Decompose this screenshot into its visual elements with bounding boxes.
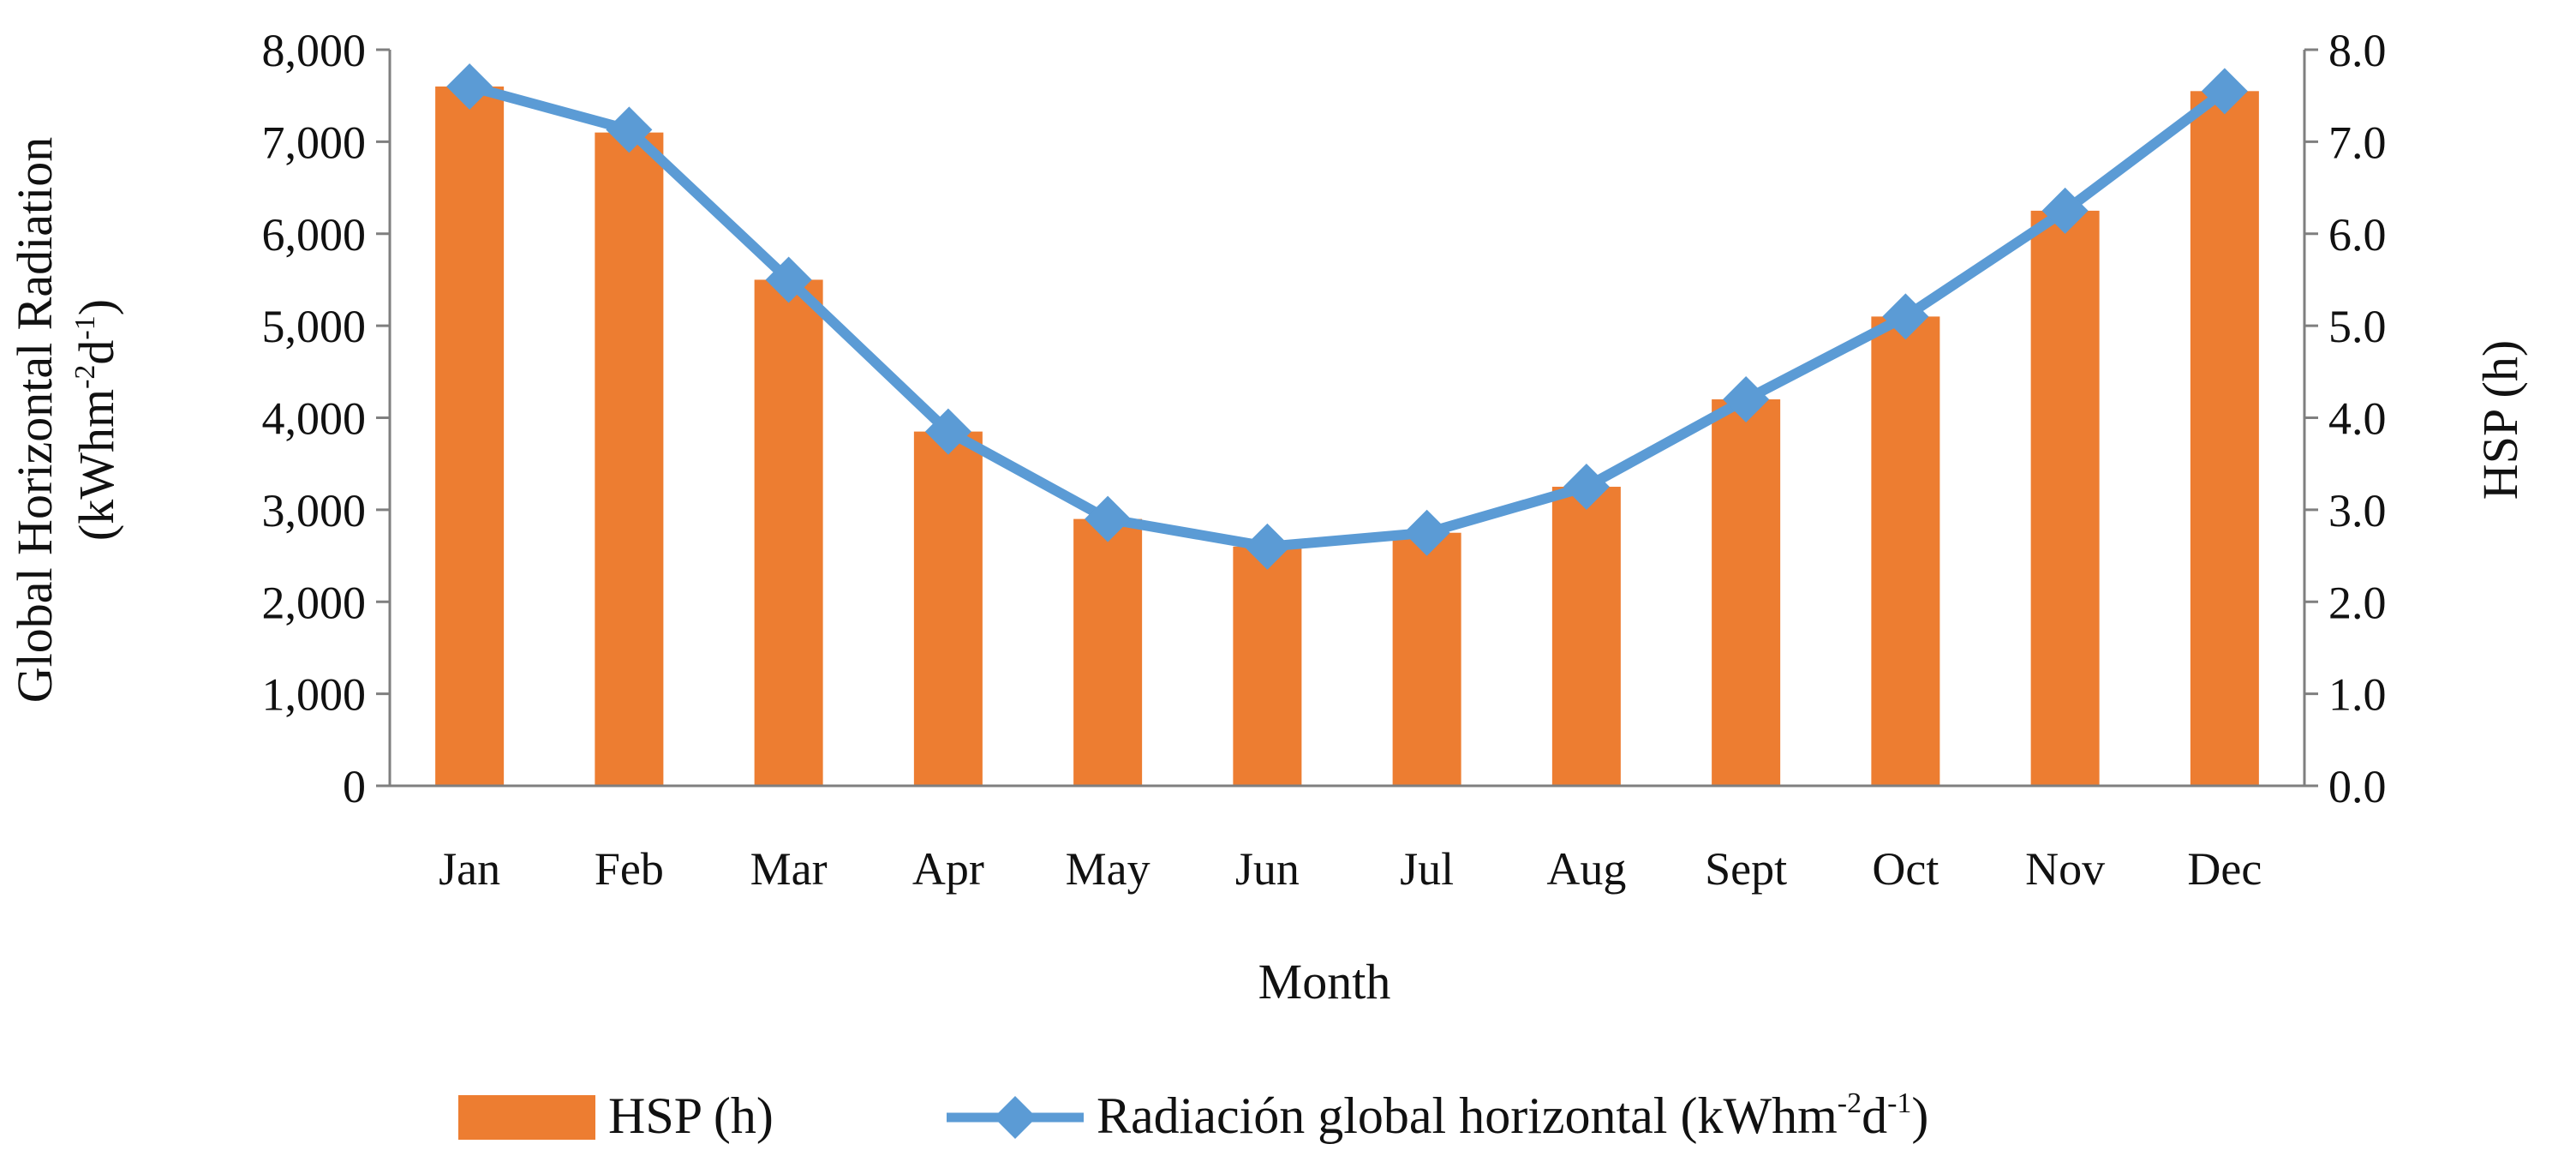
right-tick-label: 7.0 bbox=[2328, 117, 2387, 168]
line-marker-apr bbox=[924, 408, 971, 455]
line-marker-feb bbox=[606, 106, 653, 153]
right-tick-label: 3.0 bbox=[2328, 485, 2387, 536]
right-tick-label: 2.0 bbox=[2328, 577, 2387, 628]
legend: HSP (h) Radiación global horizontal (kWh… bbox=[458, 1087, 1928, 1144]
x-tick-label-nov: Nov bbox=[2025, 843, 2105, 895]
x-tick-label-apr: Apr bbox=[912, 843, 984, 895]
right-axis-title-group: HSP (h) bbox=[2472, 340, 2528, 500]
bar-sept bbox=[1712, 399, 1781, 786]
bar-jul bbox=[1392, 532, 1461, 786]
line-marker-jan bbox=[446, 63, 493, 110]
x-tick-label-jan: Jan bbox=[439, 843, 500, 895]
left-tick-label: 6,000 bbox=[262, 209, 367, 261]
bar-jun bbox=[1233, 546, 1302, 786]
right-tick-label: 4.0 bbox=[2328, 393, 2387, 445]
line-marker-dec bbox=[2201, 68, 2248, 115]
left-tick-label: 7,000 bbox=[262, 117, 367, 168]
legend-bar-swatch bbox=[458, 1095, 595, 1140]
line-marker-mar bbox=[765, 256, 812, 303]
line-marker-may bbox=[1085, 495, 1132, 542]
left-tick-label: 2,000 bbox=[262, 577, 367, 628]
left-axis-title-group: Global Horizontal Radiation (kWhm-2d-1) bbox=[7, 137, 124, 703]
line-marker-jun bbox=[1244, 523, 1291, 570]
hsp-bar-series bbox=[435, 86, 2259, 787]
x-tick-label-may: May bbox=[1066, 843, 1151, 895]
x-tick-label-feb: Feb bbox=[595, 843, 664, 895]
bar-nov bbox=[2030, 210, 2100, 786]
line-marker-aug bbox=[1563, 464, 1610, 511]
bar-oct bbox=[1871, 316, 1940, 786]
x-tick-label-oct: Oct bbox=[1872, 843, 1939, 895]
line-marker-oct bbox=[1882, 293, 1929, 340]
x-axis-title: Month bbox=[1258, 954, 1391, 1009]
x-tick-label-sept: Sept bbox=[1705, 843, 1787, 895]
bar-dec bbox=[2190, 91, 2259, 787]
legend-diamond-marker bbox=[994, 1096, 1037, 1139]
left-tick-label: 8,000 bbox=[262, 25, 367, 76]
right-tick-label: 6.0 bbox=[2328, 209, 2387, 261]
line-marker-nov bbox=[2041, 187, 2089, 234]
legend-bar-label: HSP (h) bbox=[608, 1087, 774, 1144]
right-axis-tick-labels: 0.0 1.0 2.0 3.0 4.0 5.0 6.0 7.0 8.0 bbox=[2328, 25, 2387, 812]
x-tick-label-aug: Aug bbox=[1546, 843, 1626, 895]
bar-aug bbox=[1551, 487, 1621, 786]
left-tick-label: 5,000 bbox=[262, 301, 367, 352]
left-axis-title: Global Horizontal Radiation bbox=[7, 137, 63, 703]
right-tick-label: 0.0 bbox=[2328, 761, 2387, 812]
bar-jan bbox=[435, 86, 505, 786]
x-tick-label-jul: Jul bbox=[1400, 843, 1454, 895]
radiation-line bbox=[464, 81, 2230, 552]
bar-feb bbox=[595, 132, 664, 786]
x-tick-label-mar: Mar bbox=[750, 843, 828, 895]
left-tick-label: 0 bbox=[343, 761, 366, 812]
left-axis-unit: (kWhm-2d-1) bbox=[69, 299, 124, 541]
bar-may bbox=[1073, 518, 1143, 786]
bar-mar bbox=[754, 279, 823, 786]
x-tick-label-dec: Dec bbox=[2187, 843, 2262, 895]
left-axis-tick-labels: 0 1,000 2,000 3,000 4,000 5,000 6,000 7,000 8,00… bbox=[262, 25, 367, 812]
x-tick-label-jun: Jun bbox=[1235, 843, 1300, 895]
radiation-line-series bbox=[446, 63, 2248, 570]
right-tick-label: 8.0 bbox=[2328, 25, 2387, 76]
left-tick-label: 3,000 bbox=[262, 485, 367, 536]
axes bbox=[376, 48, 2318, 788]
line-marker-sept bbox=[1723, 376, 1770, 423]
right-tick-label: 5.0 bbox=[2328, 301, 2387, 352]
x-axis-tick-labels: Jan Feb Mar Apr May Jun Jul Aug Sept Oct Nov Dec bbox=[439, 843, 2262, 895]
right-axis-title: HSP (h) bbox=[2472, 340, 2528, 500]
right-tick-label: 1.0 bbox=[2328, 669, 2387, 721]
left-tick-label: 4,000 bbox=[262, 393, 367, 445]
legend-line-label: Radiación global horizontal (kWhm-2d-1) bbox=[1097, 1087, 1928, 1144]
bar-apr bbox=[913, 431, 983, 786]
left-tick-label: 1,000 bbox=[262, 669, 367, 721]
line-marker-jul bbox=[1403, 509, 1450, 556]
